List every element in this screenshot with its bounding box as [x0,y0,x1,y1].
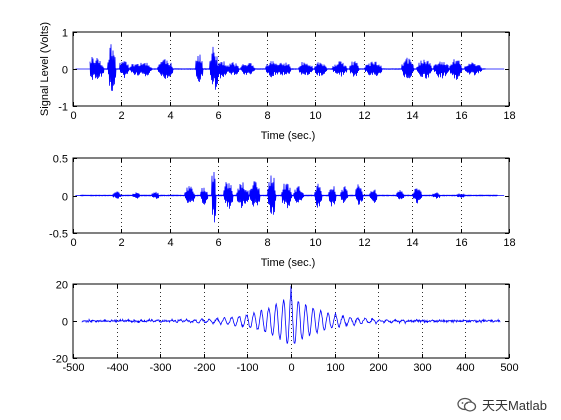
xlabel-1: Time (sec.) [261,130,316,142]
x-tick-label: 0 [70,110,76,122]
signal-2-line [79,171,498,223]
x-tick-label: -200 [193,362,215,374]
x-tick-label: 100 [326,362,344,374]
x-tick-label: 14 [406,237,418,249]
x-tick-label: -100 [236,362,258,374]
x-tick-label: 12 [358,110,370,122]
watermark: 天天Matlab [457,395,547,414]
ticks-3: -500 -400 -300 -200 -100 0 100 200 300 400 500-200… [52,280,519,375]
subplot-1: 0 2 4 6 8 10 12 14 16 18-101 Time (sec.) Signal L… [39,22,516,142]
x-tick-label: 200 [369,362,387,374]
x-tick-label: 0 [70,237,76,249]
x-tick-label: 18 [503,110,515,122]
x-tick-label: 8 [264,110,270,122]
y-tick-label: -20 [52,354,68,366]
y-tick-label: 0.5 [53,154,68,166]
y-tick-label: 0 [62,192,68,204]
y-tick-label: 0 [62,65,68,77]
x-tick-label: 2 [118,110,124,122]
y-tick-label: 0 [62,317,68,329]
x-tick-label: 10 [309,110,321,122]
x-tick-label: 16 [455,110,467,122]
xlabel-2: Time (sec.) [261,257,316,269]
x-tick-label: 0 [288,362,294,374]
ylabel-1: Signal Level (Volts) [39,22,51,116]
x-tick-label: 2 [118,237,124,249]
ticks-1: 0 2 4 6 8 10 12 14 16 18-101 [58,28,515,123]
subplot-2: 0 2 4 6 8 10 12 14 16 18-0.500.5 Time (sec.) [49,154,516,270]
ticks-2: 0 2 4 6 8 10 12 14 16 18-0.500.5 [49,154,516,250]
x-tick-label: 500 [500,362,518,374]
x-tick-label: 300 [413,362,431,374]
x-tick-label: 16 [455,237,467,249]
subplot-3: -500 -400 -300 -200 -100 0 100 200 300 400 500-200… [52,280,519,375]
x-tick-label: -400 [106,362,128,374]
x-tick-label: 6 [215,237,221,249]
y-tick-label: 20 [56,280,68,292]
x-tick-label: 18 [503,237,515,249]
x-tick-label: -300 [149,362,171,374]
wechat-icon [457,397,477,412]
signal-1-line [89,44,486,91]
y-tick-label: -0.5 [49,229,68,241]
x-tick-label: 6 [215,110,221,122]
y-tick-label: -1 [58,102,68,114]
x-tick-label: 4 [167,110,173,122]
x-tick-label: 10 [309,237,321,249]
x-tick-label: 12 [358,237,370,249]
x-tick-label: 8 [264,237,270,249]
x-tick-label: 14 [406,110,418,122]
y-tick-label: 1 [62,28,68,40]
x-tick-label: 400 [456,362,474,374]
watermark-text: 天天Matlab [481,398,547,413]
x-tick-label: 4 [167,237,173,249]
x-tick-label: -500 [62,362,84,374]
